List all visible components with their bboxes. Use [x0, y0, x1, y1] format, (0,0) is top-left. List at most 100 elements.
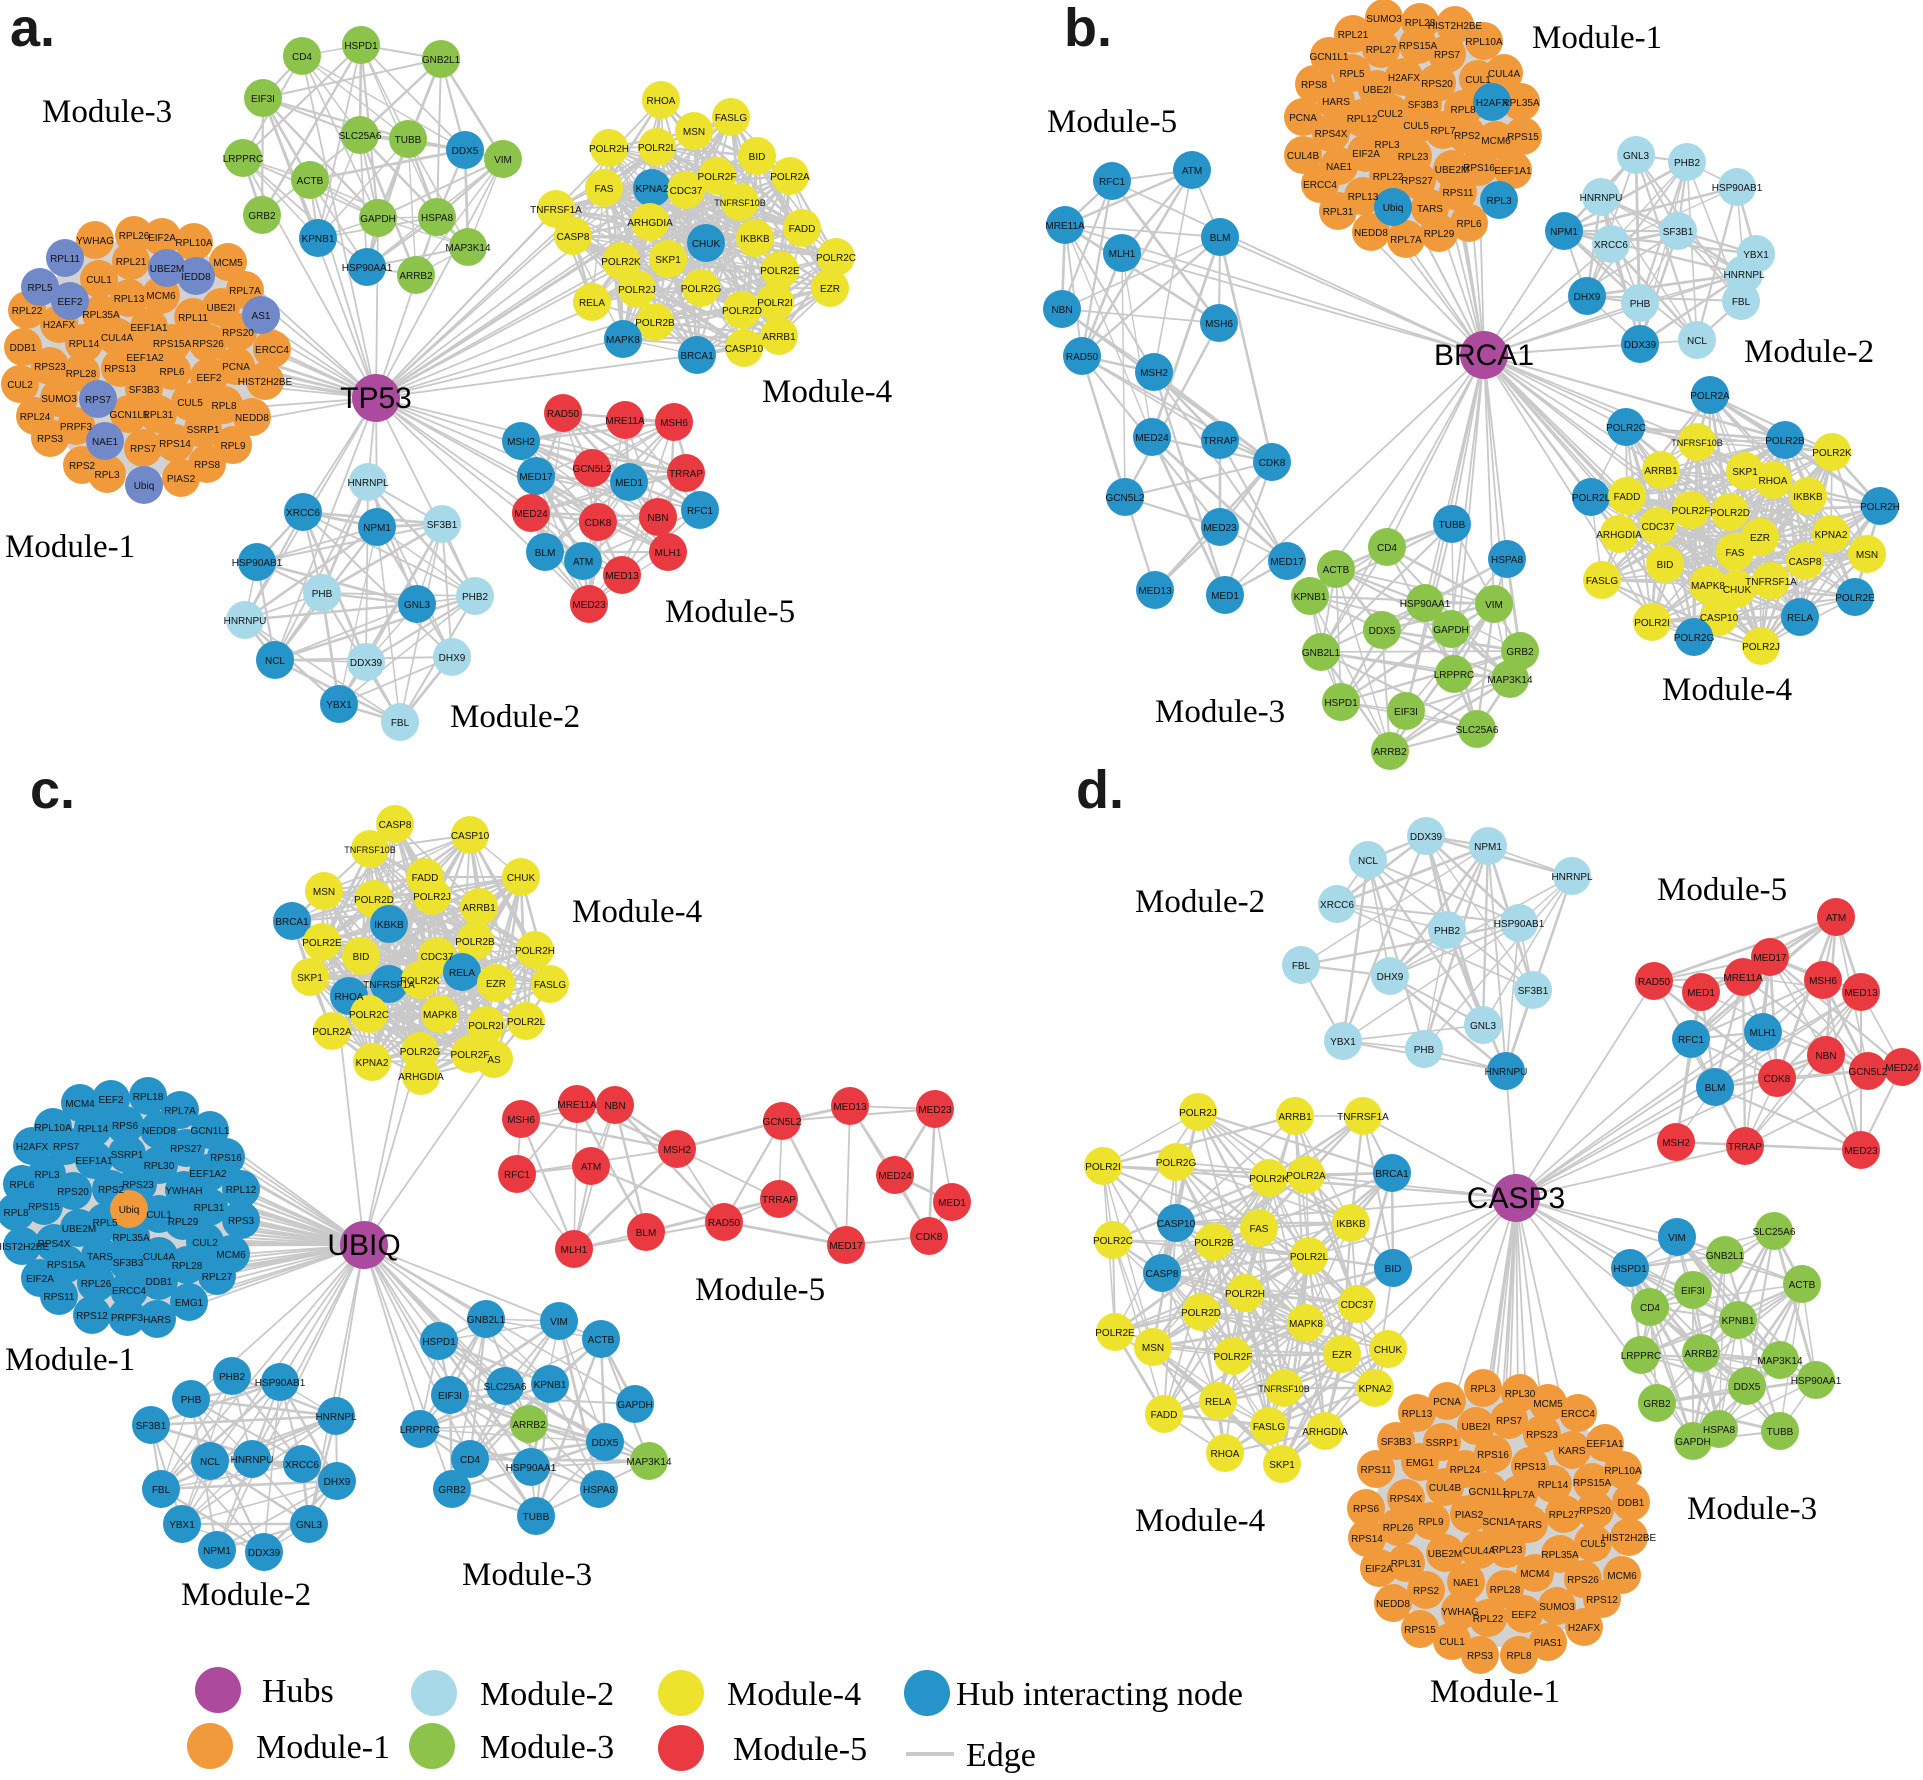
svg-text:SSRP1: SSRP1 [111, 1150, 144, 1161]
svg-text:Module-4: Module-4 [1662, 672, 1792, 708]
svg-text:MSH6: MSH6 [507, 1115, 535, 1126]
svg-text:RPL6: RPL6 [9, 1180, 34, 1191]
svg-text:POLR2F: POLR2F [1214, 1352, 1253, 1363]
svg-text:RPS12: RPS12 [1586, 1595, 1618, 1606]
svg-text:RPS15A: RPS15A [47, 1260, 86, 1271]
svg-text:KPNB1: KPNB1 [302, 234, 335, 245]
svg-text:ARHGDIA: ARHGDIA [398, 1072, 444, 1083]
svg-text:HSP90AB1: HSP90AB1 [1712, 183, 1763, 194]
svg-text:Module-2: Module-2 [1744, 334, 1874, 370]
svg-text:ACTB: ACTB [1323, 565, 1350, 576]
svg-text:MCM6: MCM6 [216, 1250, 246, 1261]
svg-text:GNL3: GNL3 [404, 600, 431, 611]
svg-text:MED23: MED23 [1203, 523, 1237, 534]
svg-text:GNB2L1: GNB2L1 [1302, 648, 1341, 659]
svg-text:ATM: ATM [581, 1162, 601, 1173]
svg-text:ARRB1: ARRB1 [1644, 466, 1678, 477]
svg-text:POLR2H: POLR2H [589, 144, 629, 155]
svg-text:RPL5: RPL5 [1339, 69, 1364, 80]
svg-text:CUL5: CUL5 [177, 398, 203, 409]
svg-text:CASP3: CASP3 [1467, 1182, 1565, 1215]
svg-text:Hubs: Hubs [262, 1673, 334, 1710]
svg-text:POLR2E: POLR2E [1835, 593, 1875, 604]
svg-text:POLR2L: POLR2L [1290, 1252, 1329, 1263]
svg-text:PCNA: PCNA [1433, 1397, 1461, 1408]
svg-text:b.: b. [1064, 0, 1112, 58]
svg-text:BLM: BLM [535, 548, 556, 559]
svg-text:HNRNPL: HNRNPL [1723, 270, 1765, 281]
svg-text:BRCA1: BRCA1 [680, 351, 714, 362]
svg-text:RPL12: RPL12 [226, 1185, 257, 1196]
svg-text:POLR2D: POLR2D [722, 306, 762, 317]
svg-text:MED23: MED23 [572, 600, 606, 611]
svg-text:POLR2C: POLR2C [816, 253, 856, 264]
svg-text:NBN: NBN [647, 513, 668, 524]
svg-text:MAP3K14: MAP3K14 [626, 1457, 671, 1468]
svg-text:RPL23: RPL23 [1398, 152, 1429, 163]
svg-text:PIAS2: PIAS2 [167, 474, 196, 485]
svg-text:RPS23: RPS23 [34, 362, 66, 373]
svg-text:MLH1: MLH1 [1109, 249, 1136, 260]
svg-text:Module-1: Module-1 [5, 529, 135, 565]
svg-text:GNL3: GNL3 [1470, 1021, 1497, 1032]
svg-text:POLR2D: POLR2D [1181, 1308, 1221, 1319]
svg-text:PRPF3: PRPF3 [60, 422, 93, 433]
svg-text:IEDD8: IEDD8 [181, 272, 211, 283]
svg-text:TARS: TARS [1516, 1520, 1542, 1531]
svg-text:RPS7: RPS7 [1496, 1416, 1523, 1427]
svg-text:MRE11A: MRE11A [1723, 973, 1763, 984]
svg-text:RPS20: RPS20 [1579, 1506, 1611, 1517]
svg-text:RPL29: RPL29 [168, 1217, 199, 1228]
svg-text:RPL3: RPL3 [1486, 196, 1511, 207]
svg-text:IKBKB: IKBKB [1793, 492, 1823, 503]
svg-text:RPS13: RPS13 [104, 364, 136, 375]
svg-text:Module-5: Module-5 [1047, 104, 1177, 140]
svg-text:RPL8: RPL8 [1506, 1651, 1531, 1662]
svg-text:FAS: FAS [595, 184, 614, 195]
svg-text:VIM: VIM [494, 155, 512, 166]
svg-text:SUMO3: SUMO3 [1539, 1602, 1575, 1613]
svg-text:RPL23: RPL23 [1492, 1545, 1523, 1556]
svg-text:POLR2J: POLR2J [1179, 1108, 1217, 1119]
svg-text:RPS13: RPS13 [1514, 1462, 1546, 1473]
svg-text:MSH6: MSH6 [660, 418, 688, 429]
svg-text:PIAS1: PIAS1 [1534, 1638, 1563, 1649]
svg-text:RPS15: RPS15 [1404, 1625, 1436, 1636]
svg-text:CASP8: CASP8 [1146, 1269, 1179, 1280]
svg-text:KPNA2: KPNA2 [356, 1058, 389, 1069]
svg-text:TNFRSF1A: TNFRSF1A [530, 205, 582, 216]
svg-text:HNRNPU: HNRNPU [224, 616, 267, 627]
svg-text:BID: BID [353, 952, 370, 963]
svg-text:SF3B3: SF3B3 [1381, 1437, 1412, 1448]
svg-text:RPS26: RPS26 [192, 339, 224, 350]
svg-text:HIST2H2BE: HIST2H2BE [1602, 1533, 1657, 1544]
svg-text:RPL28: RPL28 [1405, 18, 1436, 29]
svg-text:RPL29: RPL29 [1424, 229, 1455, 240]
svg-text:POLR2K: POLR2K [601, 257, 641, 268]
svg-text:POLR2I: POLR2I [1085, 1162, 1121, 1173]
svg-text:DDX5: DDX5 [592, 1438, 619, 1449]
svg-text:ARHGDIA: ARHGDIA [627, 218, 673, 229]
svg-text:Module-2: Module-2 [1135, 884, 1265, 920]
svg-text:DDX5: DDX5 [1369, 626, 1396, 637]
svg-text:MSN: MSN [1142, 1343, 1164, 1354]
svg-text:EIF2A: EIF2A [26, 1274, 54, 1285]
svg-text:DHX9: DHX9 [324, 1477, 351, 1488]
svg-text:MED24: MED24 [1885, 1063, 1919, 1074]
svg-text:RFC1: RFC1 [1099, 177, 1126, 188]
svg-text:SF3B1: SF3B1 [427, 520, 458, 531]
svg-text:BID: BID [749, 152, 766, 163]
svg-text:GNB2L1: GNB2L1 [1706, 1251, 1745, 1262]
svg-text:MSN: MSN [313, 887, 335, 898]
svg-text:CD4: CD4 [1640, 1303, 1660, 1314]
svg-text:RELA: RELA [1205, 1397, 1231, 1408]
svg-text:YWHAG: YWHAG [76, 236, 114, 247]
svg-text:HIST2H2BE: HIST2H2BE [0, 1242, 50, 1253]
svg-text:ACTB: ACTB [297, 176, 324, 187]
svg-text:HNRNPL: HNRNPL [1551, 872, 1593, 883]
svg-text:LRPPRC: LRPPRC [223, 154, 264, 165]
svg-text:EIF2A: EIF2A [1352, 149, 1380, 160]
svg-text:BRCA1: BRCA1 [1375, 1169, 1409, 1180]
svg-text:ERCC4: ERCC4 [112, 1286, 146, 1297]
svg-text:XRCC6: XRCC6 [1320, 900, 1354, 911]
